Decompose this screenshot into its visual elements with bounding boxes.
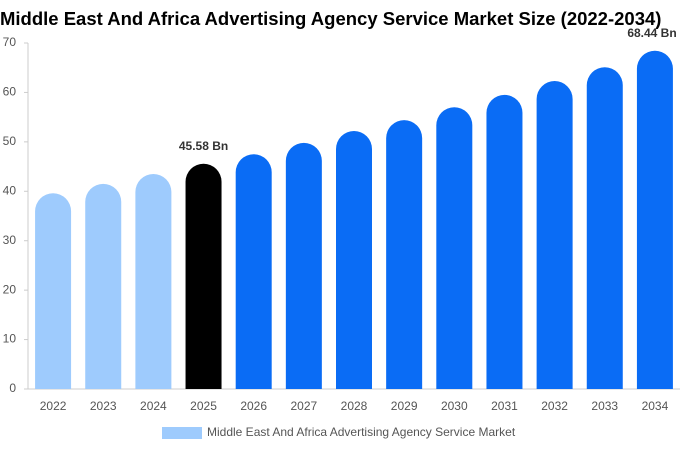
x-tick-label: 2025 [190,399,217,413]
x-tick-label: 2024 [140,399,167,413]
y-tick-label: 70 [3,35,17,49]
bar [185,163,222,389]
bar [35,193,72,389]
x-tick-label: 2032 [541,399,568,413]
y-tick-label: 60 [3,85,17,99]
y-tick-label: 20 [3,282,17,296]
data-label: 45.58 Bn [179,139,228,153]
bar [586,67,623,389]
x-tick-label: 2023 [90,399,117,413]
x-tick-label: 2034 [642,399,669,413]
x-tick-label: 2031 [491,399,518,413]
bar [85,183,122,389]
bar [636,50,673,390]
x-tick-label: 2022 [40,399,67,413]
y-tick-label: 0 [9,381,16,395]
legend-swatch [162,427,202,439]
bar [436,107,473,389]
bar [336,130,372,390]
x-tick-label: 2030 [441,399,468,413]
bar [486,94,523,389]
y-tick-label: 40 [3,183,17,197]
bar [235,154,272,389]
bar [285,142,322,389]
x-tick-label: 2028 [341,399,368,413]
y-tick-label: 10 [3,332,17,346]
bar [386,120,423,389]
y-tick-label: 50 [3,134,17,148]
chart-title: Middle East And Africa Advertising Agenc… [0,8,661,29]
y-tick-label: 30 [3,233,17,247]
data-label: 68.44 Bn [627,26,676,40]
bar [135,173,172,389]
x-tick-label: 2029 [391,399,418,413]
x-tick-label: 2033 [591,399,618,413]
bar [536,81,573,389]
x-tick-label: 2027 [290,399,317,413]
legend-label: Middle East And Africa Advertising Agenc… [207,425,516,439]
x-tick-label: 2026 [240,399,267,413]
